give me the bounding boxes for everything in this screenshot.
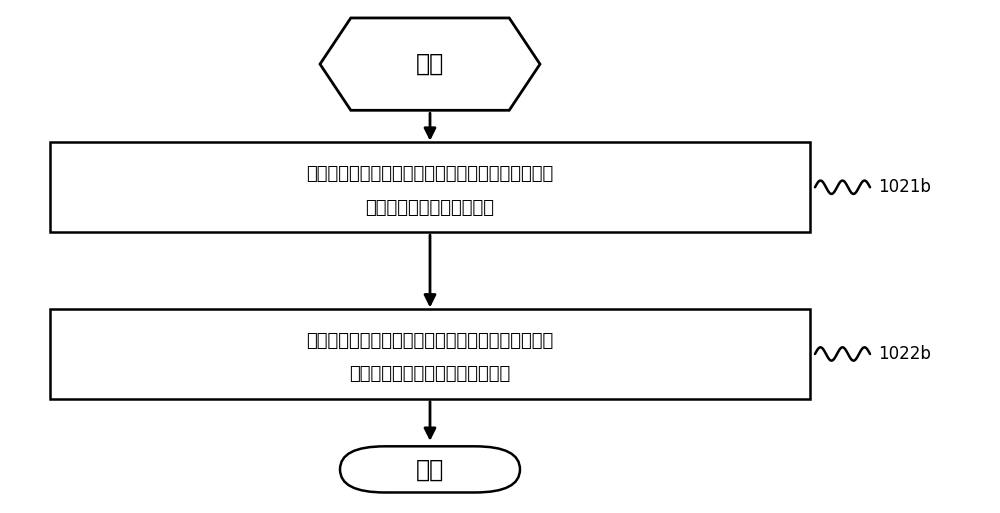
Text: 从所述第一天线模式和所述第二天线模式中，选出网: 从所述第一天线模式和所述第二天线模式中，选出网 [306,165,554,184]
Text: 述目标天线模式相匹配的横屏模式: 述目标天线模式相匹配的横屏模式 [349,365,511,384]
Polygon shape [320,18,540,110]
Bar [50,309,810,399]
Text: 结束: 结束 [416,458,444,481]
Text: 根据所述数据通信网络，将所述移动终端切换至与所: 根据所述数据通信网络，将所述移动终端切换至与所 [306,332,554,350]
Text: 1022b: 1022b [878,345,931,363]
FancyBboxPatch shape [340,446,520,492]
Text: 1021b: 1021b [878,178,931,196]
Text: 络信号最好的目标天线模式: 络信号最好的目标天线模式 [366,199,494,217]
Text: 开始: 开始 [416,52,444,76]
Bar [50,143,810,232]
